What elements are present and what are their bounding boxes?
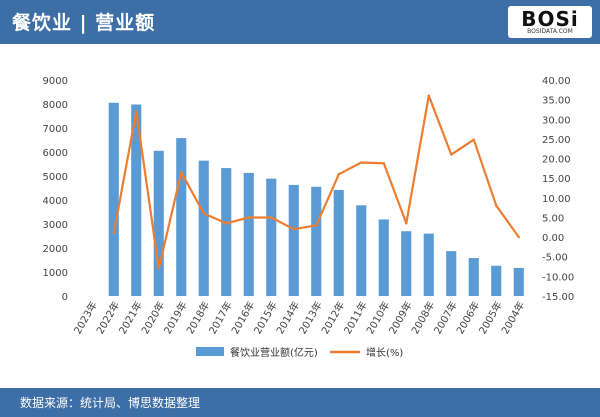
data-source: 数据来源：统计局、博思数据整理 [20,396,201,410]
bar [423,233,434,296]
growth-point [112,231,115,235]
y-right-tick-label: 40.00 [542,76,571,87]
legend-line-label: 增长(%) [366,346,403,359]
growth-point [202,212,205,215]
bar [131,104,142,296]
y-left-tick-label: 7000 [43,124,68,135]
y-right-tick-label: 0.00 [542,233,564,244]
y-left-tick-label: 2000 [43,244,68,255]
growth-point [382,162,385,165]
legend-bar-swatch [196,347,224,356]
y-right-tick-label: 10.00 [542,194,571,205]
bar [333,189,344,296]
y-left-tick-label: 9000 [43,76,68,87]
growth-point [135,110,138,113]
growth-point [495,204,498,207]
bar [446,251,457,296]
bar [288,184,299,296]
bar [176,138,187,296]
logo-subtext: BOSIDATA.COM [527,28,573,35]
y-left-tick-label: 0 [62,292,68,303]
legend-bar-label: 餐饮业营业额(亿元) [230,346,318,359]
bar [198,160,209,296]
y-right-tick-label: 30.00 [542,115,571,126]
growth-point [247,216,250,219]
bar [221,168,232,296]
chart-plot: 0 1000 2000 3000 4000 5000 6000 7000 8000 9000 -15… [43,76,575,359]
bar [491,265,502,296]
chart-title: 餐饮业 | 营业额 [12,12,156,34]
bar [401,231,412,296]
y-right-tick-label: -15.00 [542,292,574,303]
bar [468,258,479,296]
footer-bar: 数据来源：统计局、博思数据整理 [0,388,600,417]
y-left-tick-label: 8000 [43,100,68,111]
growth-point [360,161,363,164]
y-right-tick-label: 5.00 [542,213,564,224]
y-right-tick-label: -5.00 [542,253,568,264]
bar [108,102,119,296]
y-right-tick-label: 15.00 [542,174,571,185]
bar [153,150,164,296]
growth-point [157,267,160,270]
growth-point [427,94,430,97]
growth-point [292,228,295,231]
y-left-tick-label: 6000 [43,148,68,159]
growth-point [270,216,273,219]
y-left-tick-label: 5000 [43,172,68,183]
bar [356,205,367,296]
y-left-tick-label: 4000 [43,196,68,207]
header-bar: 餐饮业 | 营业额 BOSi BOSIDATA.COM [0,0,600,44]
growth-point [517,235,520,239]
growth-point [405,222,408,225]
growth-point [450,153,453,156]
y-left-tick-label: 1000 [43,268,68,279]
growth-point [225,222,228,225]
y-right-tick-label: 20.00 [542,155,571,166]
y-right-tick-label: 25.00 [542,135,571,146]
bar [378,219,389,296]
bosi-logo: BOSi BOSIDATA.COM [508,6,592,38]
growth-point [472,138,475,141]
growth-point [315,224,318,227]
bar [243,172,254,296]
y-right-tick-label: 35.00 [542,96,571,107]
bar [311,186,322,296]
growth-point [180,171,183,174]
bar [513,267,524,296]
bar [266,178,277,296]
y-right-tick-label: -10.00 [542,272,574,283]
growth-point [337,173,340,176]
logo-text: BOSi [521,7,579,31]
y-left-tick-label: 3000 [43,220,68,231]
